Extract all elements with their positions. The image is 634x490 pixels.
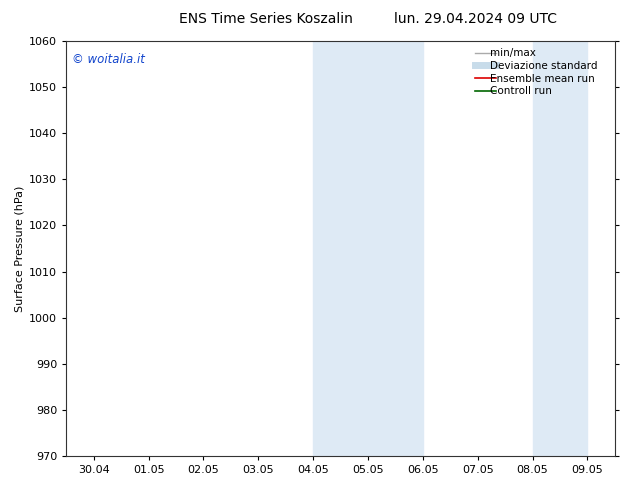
Text: lun. 29.04.2024 09 UTC: lun. 29.04.2024 09 UTC bbox=[394, 12, 557, 26]
Legend: min/max, Deviazione standard, Ensemble mean run, Controll run: min/max, Deviazione standard, Ensemble m… bbox=[473, 46, 610, 98]
Text: © woitalia.it: © woitalia.it bbox=[72, 53, 145, 67]
Text: ENS Time Series Koszalin: ENS Time Series Koszalin bbox=[179, 12, 353, 26]
Y-axis label: Surface Pressure (hPa): Surface Pressure (hPa) bbox=[15, 185, 25, 312]
Bar bbox=[533, 41, 588, 456]
Bar bbox=[313, 41, 423, 456]
